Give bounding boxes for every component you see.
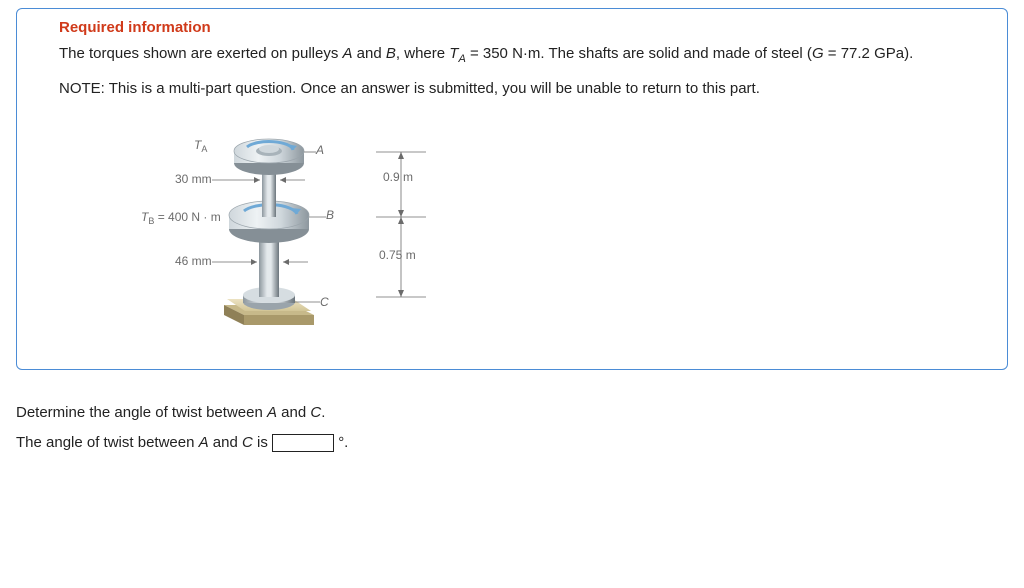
- svg-text:46 mm: 46 mm: [175, 254, 212, 268]
- svg-text:A: A: [315, 143, 324, 157]
- svg-text:0.9 m: 0.9 m: [383, 170, 413, 184]
- svg-text:0.75 m: 0.75 m: [379, 248, 416, 262]
- shaft-figure-svg: TA 30 mm TB = 400 N · m 46 mm A B C: [79, 119, 459, 329]
- figure-labels-right: A B C 0.9 m 0.75 m: [295, 143, 426, 309]
- question-stem: The torques shown are exerted on pulleys…: [59, 42, 985, 68]
- answer-input[interactable]: [272, 434, 334, 452]
- svg-text:TB = 400 N · m: TB = 400 N · m: [141, 210, 221, 226]
- svg-text:B: B: [326, 208, 334, 222]
- pulley-a: [234, 139, 304, 175]
- question-line: Determine the angle of twist between A a…: [16, 398, 1008, 428]
- required-label: Required information: [59, 19, 985, 36]
- figure: TA 30 mm TB = 400 N · m 46 mm A B C: [59, 115, 985, 329]
- svg-text:TA: TA: [194, 138, 207, 154]
- multipart-note: NOTE: This is a multi-part question. Onc…: [59, 80, 985, 97]
- answer-unit: °.: [338, 434, 348, 451]
- answer-line: The angle of twist between A and C is °.: [16, 428, 1008, 458]
- question-card: Required information The torques shown a…: [16, 8, 1008, 370]
- answer-prefix: The angle of twist between A and C is: [16, 434, 272, 451]
- svg-text:C: C: [320, 295, 329, 309]
- post-question: Determine the angle of twist between A a…: [16, 398, 1008, 458]
- svg-text:30 mm: 30 mm: [175, 172, 212, 186]
